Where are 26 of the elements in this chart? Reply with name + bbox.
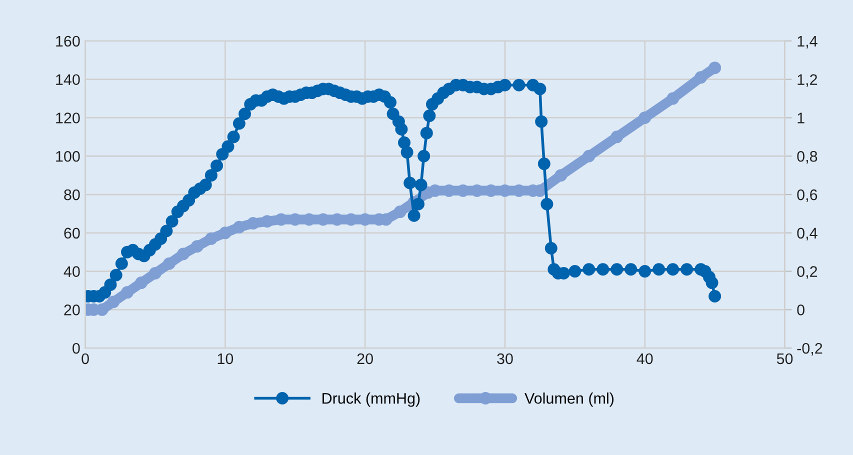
x-tick-label: 50 [776,353,793,364]
legend-label: Volumen (ml) [524,392,614,407]
y2-tick-label: 0,2 [797,266,818,279]
x-tick-label: 10 [218,353,234,364]
y-tick-label: 120 [56,112,80,124]
y2-tick-label: -0,2 [797,342,822,356]
y-tick-label: 20 [64,304,80,316]
x-tick-label: 20 [357,353,373,364]
x-tick-label: 40 [636,353,653,364]
y2-tick-label: 0,6 [797,189,818,202]
legend-label: Druck (mmHg) [322,392,420,407]
y-tick-label: 160 [56,36,80,47]
x-tick-label: 30 [497,353,513,364]
y2-tick-label: 0,4 [797,228,818,240]
y2-tick-label: 1 [798,112,804,124]
x-tick-label: 0 [82,353,89,364]
y2-tick-label: 1,2 [798,74,818,87]
y2-tick-label: 0,8 [797,150,818,164]
y2-tick-label: 1,4 [798,36,818,48]
y-tick-label: 40 [64,266,80,277]
y2-tick-label: 0 [797,304,804,316]
y-tick-label: 100 [56,150,80,162]
y-tick-label: 140 [56,74,80,86]
y-tick-label: 60 [64,228,80,239]
y-tick-label: 80 [64,189,80,200]
y-tick-label: 0 [72,342,80,354]
